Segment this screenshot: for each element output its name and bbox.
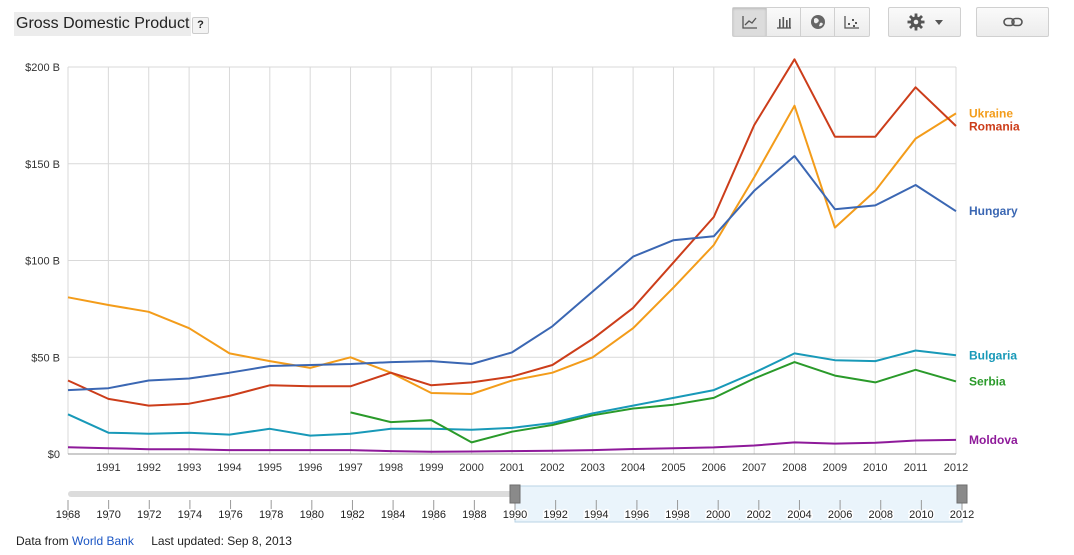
gear-icon (907, 13, 924, 31)
scatter-plot-icon (844, 16, 859, 29)
x-tick-label: 2007 (742, 462, 766, 474)
x-tick-label: 2000 (459, 462, 483, 474)
legend-label-serbia: Serbia (969, 374, 1006, 388)
x-tick-label: 1995 (258, 462, 282, 474)
x-tick-label: 2012 (944, 462, 968, 474)
x-tick-label: 1992 (136, 462, 160, 474)
series-line-romania (67, 58, 957, 407)
x-tick-label: 1994 (217, 462, 241, 474)
range-tick-label: 1994 (584, 509, 608, 521)
legend-label-hungary: Hungary (969, 204, 1018, 218)
map-globe-icon (810, 15, 825, 29)
series-line-hungary (67, 155, 957, 392)
chevron-down-icon (934, 19, 943, 25)
range-tick-label: 2002 (747, 509, 771, 521)
legend-label-ukraine: Ukraine (969, 106, 1013, 120)
x-tick-label: 2003 (580, 462, 604, 474)
footer: Data from World Bank Last updated: Sep 8… (16, 534, 292, 548)
line-chart-icon (741, 16, 757, 29)
series-line-bulgaria (67, 349, 957, 437)
range-tick-label: 1974 (178, 509, 202, 521)
range-tick-label: 2008 (868, 509, 892, 521)
range-tick-label: 1984 (381, 509, 405, 521)
range-tick-label: 1970 (96, 509, 120, 521)
range-tick-label: 2010 (909, 509, 933, 521)
x-tick-label: 2001 (500, 462, 524, 474)
bar-chart-button[interactable] (767, 8, 801, 36)
x-tick-label: 2006 (702, 462, 726, 474)
range-tick-label: 1996 (625, 509, 649, 521)
y-tick-label: $0 (48, 449, 60, 461)
scatter-plot-button[interactable] (835, 8, 869, 36)
y-tick-label: $100 B (25, 256, 60, 268)
x-tick-label: 2010 (863, 462, 887, 474)
range-tick-label: 1978 (259, 509, 283, 521)
source-prefix: Data from (16, 534, 69, 548)
legend-label-bulgaria: Bulgaria (969, 348, 1017, 362)
legend-label-romania: Romania (969, 119, 1020, 133)
range-tick-label: 1986 (421, 509, 445, 521)
x-tick-label: 1998 (379, 462, 403, 474)
range-tick-label: 1976 (218, 509, 242, 521)
series-line-ukraine (67, 104, 957, 395)
range-selection (514, 485, 963, 523)
range-tick-label: 1968 (56, 509, 80, 521)
range-tick-label: 2000 (706, 509, 730, 521)
series-line-moldova (67, 438, 957, 453)
range-tick-label: 1972 (137, 509, 161, 521)
y-tick-label: $150 B (25, 159, 60, 171)
x-tick-label: 1999 (419, 462, 443, 474)
range-tick-label: 1988 (462, 509, 486, 521)
x-tick-label: 1997 (338, 462, 362, 474)
range-handle-left[interactable] (509, 484, 521, 504)
range-tick-label: 1982 (340, 509, 364, 521)
x-tick-label: 2002 (540, 462, 564, 474)
series-line-serbia (350, 361, 957, 444)
y-tick-label: $200 B (25, 62, 60, 74)
range-tick-label: 1992 (543, 509, 567, 521)
x-tick-label: 1996 (298, 462, 322, 474)
x-tick-label: 2005 (661, 462, 685, 474)
range-tick-label: 1980 (300, 509, 324, 521)
range-tick-label: 1990 (503, 509, 527, 521)
x-tick-label: 2009 (823, 462, 847, 474)
legend-label-moldova: Moldova (969, 433, 1018, 447)
link-icon (1002, 17, 1023, 27)
range-tick-label: 2012 (950, 509, 974, 521)
page-title: Gross Domestic Product (14, 12, 192, 36)
chart-type-toolbar (732, 7, 870, 37)
x-tick-label: 2008 (782, 462, 806, 474)
last-updated: Last updated: Sep 8, 2013 (151, 534, 292, 548)
help-button[interactable]: ? (192, 17, 209, 34)
x-tick-label: 2011 (904, 462, 928, 474)
y-tick-label: $50 B (31, 352, 60, 364)
x-tick-label: 1993 (177, 462, 201, 474)
range-tick-label: 2004 (787, 509, 811, 521)
source-link[interactable]: World Bank (72, 534, 134, 548)
range-tick-label: 2006 (828, 509, 852, 521)
range-tick-label: 1998 (665, 509, 689, 521)
bar-chart-icon (776, 17, 791, 29)
settings-dropdown[interactable] (888, 7, 961, 37)
range-handle-right[interactable] (956, 484, 968, 504)
link-button[interactable] (976, 7, 1049, 37)
map-button[interactable] (801, 8, 835, 36)
gdp-line-chart: $0 $50 B $100 B $150 B $200 B 1991 1992 1993 19… (25, 58, 1020, 523)
x-tick-label: 1991 (96, 462, 120, 474)
x-tick-label: 2004 (621, 462, 645, 474)
line-chart-button[interactable] (733, 8, 767, 36)
